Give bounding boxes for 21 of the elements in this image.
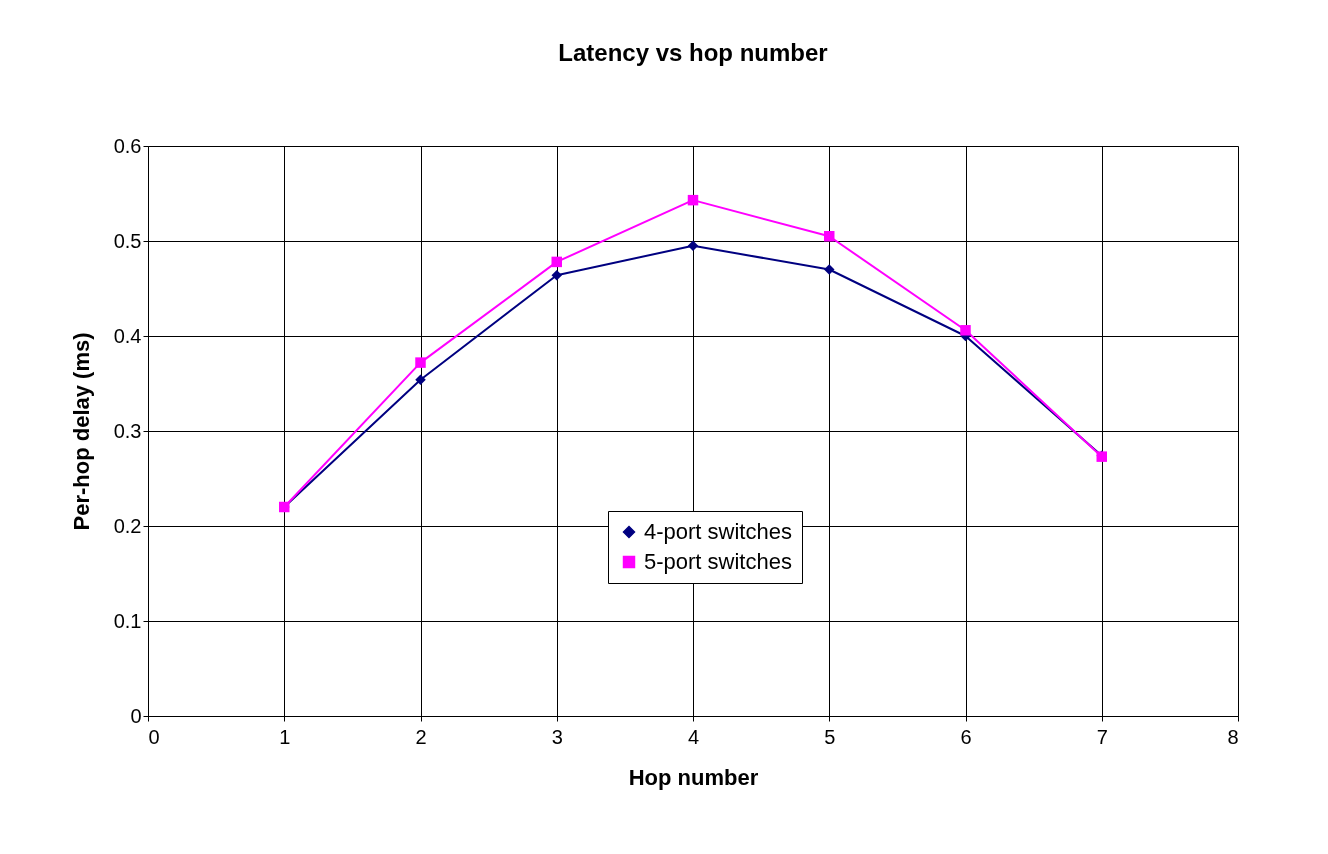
y-tick-label: 0.3: [113, 419, 142, 442]
y-tick-label: 0: [130, 704, 142, 727]
legend-label: 5-port switches: [644, 549, 792, 574]
y-tick-label: 0.5: [113, 229, 142, 252]
x-tick-label: 4: [687, 725, 700, 748]
x-tick-label: 2: [415, 725, 427, 748]
y-tick-label: 0.1: [113, 609, 142, 632]
x-axis-title: Hop number: [628, 764, 759, 790]
x-tick-label: 0: [148, 725, 160, 748]
x-tick-label: 1: [279, 725, 291, 748]
x-tick-label: 3: [551, 725, 563, 748]
x-tick-label: 6: [960, 725, 972, 748]
y-tick-label: 0.2: [113, 514, 142, 537]
x-tick-label: 8: [1227, 725, 1239, 748]
y-axis-title: Per-hop delay (ms): [68, 332, 94, 531]
legend-label: 4-port switches: [644, 519, 792, 544]
x-tick-label: 5: [824, 725, 836, 748]
x-tick-label: 7: [1096, 725, 1108, 748]
chart-title: Latency vs hop number: [558, 39, 828, 66]
y-tick-label: 0.6: [113, 134, 142, 157]
y-tick-label: 0.4: [113, 324, 142, 347]
